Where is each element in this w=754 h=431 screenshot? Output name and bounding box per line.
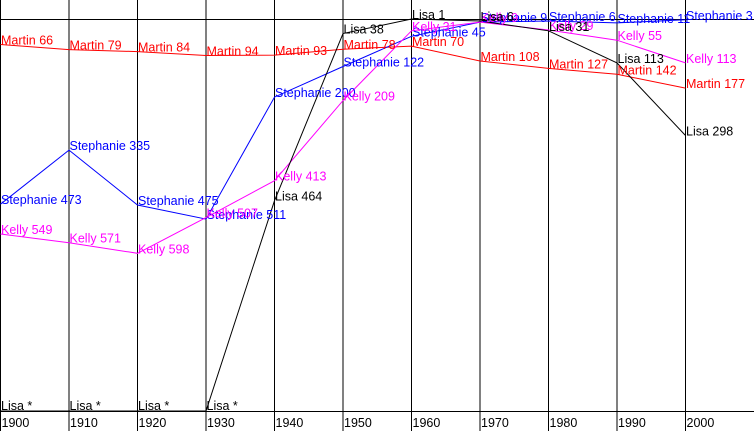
series-line-kelly (0, 21, 686, 254)
data-label-lisa-1940: Lisa 464 (275, 190, 322, 204)
data-label-martin-1910: Martin 79 (70, 39, 122, 53)
data-label-kelly-1920: Kelly 598 (138, 242, 189, 256)
series-line-stephanie (0, 19, 686, 220)
data-label-kelly-1910: Kelly 571 (70, 232, 121, 246)
x-tick-label-1950: 1950 (344, 416, 372, 430)
data-label-martin-1900: Martin 66 (1, 34, 53, 48)
data-label-kelly-1960: Kelly 31 (412, 20, 457, 34)
x-tick-label-1990: 1990 (618, 416, 646, 430)
data-label-martin-1970: Martin 108 (481, 50, 540, 64)
data-label-martin-1940: Martin 93 (275, 44, 327, 58)
series-lines (0, 18, 686, 412)
data-label-kelly-1930: Kelly 507 (207, 207, 258, 221)
data-label-stephanie-2000: Stephanie 3 (686, 9, 753, 23)
series-line-lisa (0, 18, 686, 412)
x-axis: 1900 1910 1920 1930 1940 1950 1960 1970 1980 1990… (2, 416, 715, 430)
data-label-martin-1980: Martin 127 (549, 57, 608, 71)
data-label-stephanie-1920: Stephanie 475 (138, 194, 219, 208)
series-line-martin (0, 44, 686, 89)
x-tick-label-2000: 2000 (687, 416, 715, 430)
data-label-lisa-1990: Lisa 113 (618, 52, 664, 66)
data-label-martin-1960: Martin 70 (412, 35, 464, 49)
data-label-stephanie-1900: Stephanie 473 (1, 193, 82, 207)
x-tick-label-1980: 1980 (550, 416, 578, 430)
data-label-stephanie-1950: Stephanie 122 (344, 56, 425, 70)
data-label-kelly-1980: Kelly 29 (549, 19, 594, 33)
data-label-stephanie-1930: Stephanie 511 (207, 208, 287, 222)
data-label-kelly-1900: Kelly 549 (1, 223, 52, 237)
data-label-lisa-1950: Lisa 38 (344, 23, 384, 37)
data-label-lisa-1960: Lisa 1 (412, 8, 445, 22)
x-tick-label-1920: 1920 (139, 416, 167, 430)
data-label-lisa-2000: Lisa 298 (686, 125, 733, 139)
data-label-kelly-1970: Kelly 9 (481, 11, 519, 25)
data-label-kelly-1940: Kelly 413 (275, 170, 326, 184)
data-label-martin-1990: Martin 142 (618, 63, 677, 77)
data-label-martin-1920: Martin 84 (138, 41, 190, 55)
data-label-stephanie-1960: Stephanie 45 (412, 25, 486, 39)
data-label-stephanie-1990: Stephanie 11 (618, 12, 691, 26)
data-label-lisa-1920: Lisa * (138, 399, 169, 413)
data-label-lisa-1980: Lisa 31 (549, 20, 589, 34)
x-tick-label-1930: 1930 (207, 416, 235, 430)
data-label-stephanie-1910: Stephanie 335 (70, 139, 151, 153)
data-label-lisa-1900: Lisa * (1, 399, 32, 413)
data-label-stephanie-1980: Stephanie 6 (549, 10, 616, 24)
data-label-kelly-2000: Kelly 113 (686, 52, 737, 66)
data-label-martin-1950: Martin 78 (344, 38, 396, 52)
x-tick-label-1970: 1970 (481, 416, 509, 430)
data-label-stephanie-1970: Stephanie 9 (481, 11, 548, 25)
x-tick-label-1940: 1940 (276, 416, 304, 430)
x-tick-label-1910: 1910 (70, 416, 98, 430)
x-tick-label-1960: 1960 (413, 416, 441, 430)
data-label-martin-2000: Martin 177 (686, 77, 745, 91)
data-label-lisa-1910: Lisa * (70, 399, 101, 413)
data-labels: Martin 66 Martin 79 Martin 84 Martin 94 Mart… (1, 8, 753, 413)
data-label-stephanie-1940: Stephanie 200 (275, 86, 356, 100)
data-label-lisa-1930: Lisa * (207, 399, 238, 413)
data-label-lisa-1970: Lisa 6 (481, 10, 514, 24)
data-label-martin-1930: Martin 94 (207, 45, 259, 59)
data-label-kelly-1990: Kelly 55 (618, 29, 663, 43)
x-tick-label-1900: 1900 (2, 416, 30, 430)
data-label-kelly-1950: Kelly 209 (344, 90, 395, 104)
